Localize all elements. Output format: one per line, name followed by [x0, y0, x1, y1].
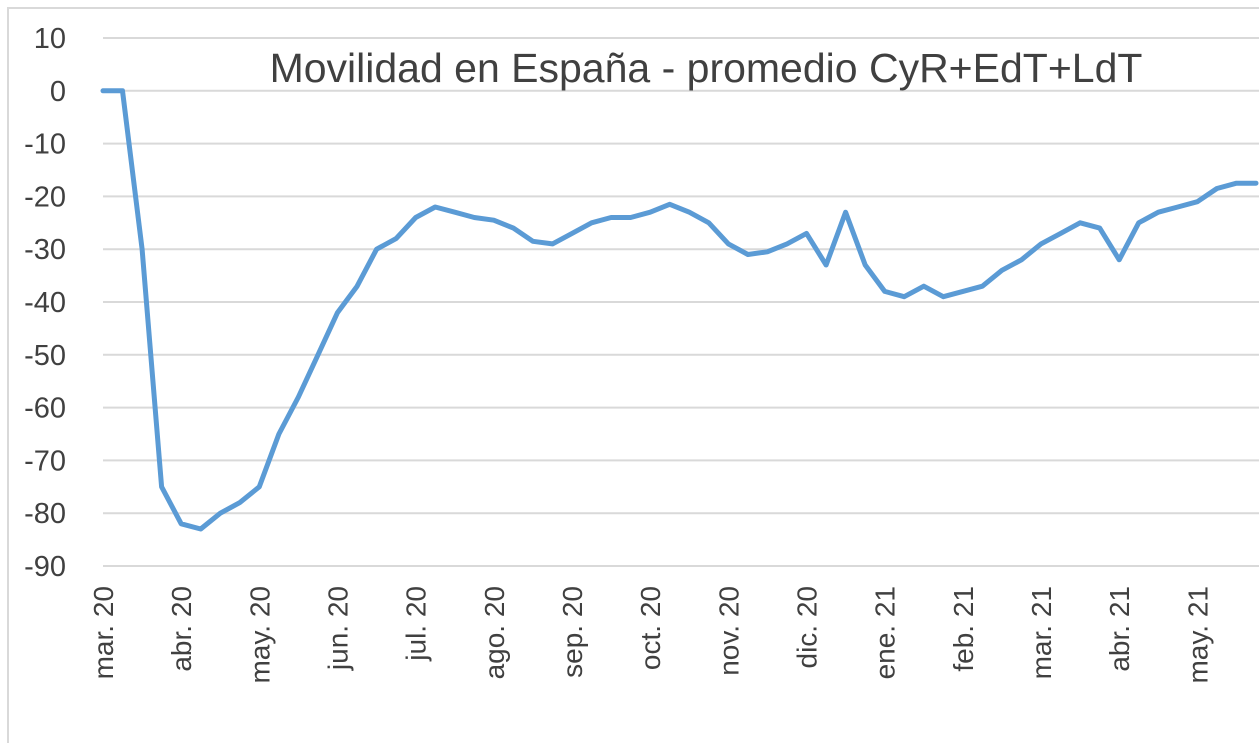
y-tick-label: -70	[24, 445, 66, 477]
y-tick-label: -80	[24, 498, 66, 530]
x-tick-label: ago. 20	[479, 586, 510, 679]
x-tick-label: dic. 20	[792, 586, 823, 669]
y-tick-label: -20	[24, 181, 66, 213]
y-tick-label: -30	[24, 234, 66, 266]
x-tick-label: may. 20	[244, 586, 275, 684]
y-tick-label: -90	[24, 551, 66, 583]
x-tick-label: mar. 21	[1026, 586, 1057, 679]
x-tick-label: jun. 20	[323, 586, 354, 671]
y-tick-label: -50	[24, 340, 66, 372]
y-tick-label: -40	[24, 287, 66, 319]
x-tick-label: oct. 20	[635, 586, 666, 670]
y-tick-label: 10	[34, 23, 66, 55]
chart-border	[7, 7, 1259, 743]
data-line	[100, 88, 1259, 532]
y-tick-label: -60	[24, 393, 66, 425]
x-tick-label: abr. 20	[166, 586, 197, 672]
x-tick-label: may. 21	[1182, 586, 1213, 684]
grid	[103, 37, 1259, 567]
chart-title: Movilidad en España - promedio CyR+EdT+L…	[270, 45, 1143, 91]
x-tick-label: mar. 20	[88, 586, 119, 679]
x-tick-label: sep. 20	[557, 586, 588, 678]
y-tick-label: -10	[24, 129, 66, 161]
x-tick-label: abr. 21	[1104, 586, 1135, 672]
x-tick-label: ene. 21	[870, 586, 901, 679]
x-tick-label: nov. 20	[713, 586, 744, 676]
x-tick-label: jul. 20	[401, 586, 432, 662]
x-tick-label: feb. 21	[948, 586, 979, 672]
y-tick-label: 0	[50, 76, 66, 108]
